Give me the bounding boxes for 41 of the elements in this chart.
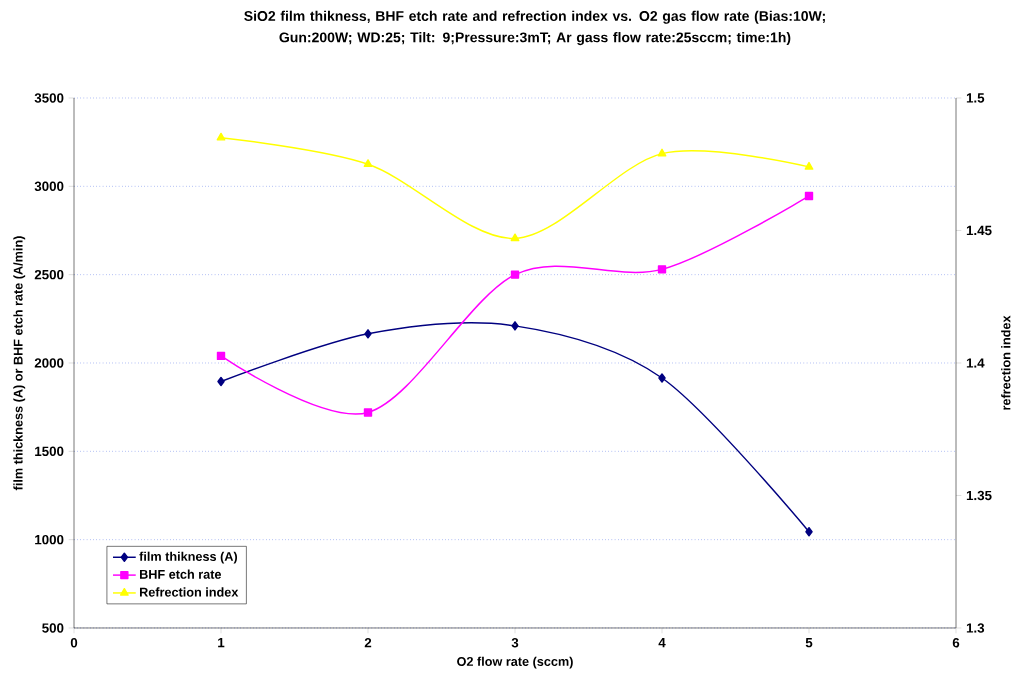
y-tick-label: 1000	[35, 534, 64, 545]
x-tick-label: 6	[952, 638, 960, 648]
point	[511, 321, 519, 331]
point	[804, 191, 814, 201]
point	[804, 161, 814, 170]
y2-tick-label: 1.4	[966, 358, 985, 368]
point	[657, 148, 667, 157]
point	[217, 376, 225, 387]
y-axis-title: film thickness (A) or BHF etch rate (A/min)	[13, 236, 26, 491]
y-tick-label: 3000	[34, 181, 64, 192]
y2-tick-label: 1.35	[966, 490, 992, 501]
y-tick-label: 2000	[34, 358, 64, 368]
point	[510, 233, 520, 242]
x-tick-label: 5	[805, 638, 813, 648]
y2-tick-label: 1.45	[966, 225, 992, 236]
point	[363, 159, 373, 168]
point	[363, 408, 373, 417]
y-tick-label: 1500	[35, 446, 64, 457]
y2-tick-label: 1.3	[966, 623, 985, 633]
point	[364, 329, 372, 339]
legend-label: Refrection index	[139, 587, 239, 597]
point	[805, 526, 813, 537]
x-tick-label: 1	[218, 638, 225, 648]
x-tick-label: 2	[364, 638, 372, 648]
point	[510, 270, 520, 279]
y2-tick-label: 1.5	[966, 93, 985, 103]
legend-label: BHF etch rate	[139, 569, 222, 579]
x-tick-label: 4	[658, 638, 666, 648]
chart-title: SiO2 film thikness, BHF etch rate and refrection index vs. O2 gas flow rate (Bias:10W; Gun:200W; WD:25; Tilt: 9;Pressure:3mT; Ar gass flow rate:25sccm; time:1h)	[244, 10, 825, 46]
y2-axis-title: refrection index	[1001, 315, 1011, 410]
point	[658, 373, 666, 383]
legend-label: film thikness (A)	[139, 551, 238, 564]
x-tick-label: 3	[511, 638, 519, 648]
y-tick-label: 3500	[34, 93, 64, 103]
point	[657, 265, 667, 274]
x-axis-title: O2 flow rate (sccm)	[457, 656, 573, 669]
x-tick-label: 0	[70, 638, 78, 648]
point	[216, 351, 226, 361]
y-tick-label: 500	[42, 623, 64, 633]
y-tick-label: 2500	[34, 269, 64, 280]
point	[216, 132, 226, 141]
